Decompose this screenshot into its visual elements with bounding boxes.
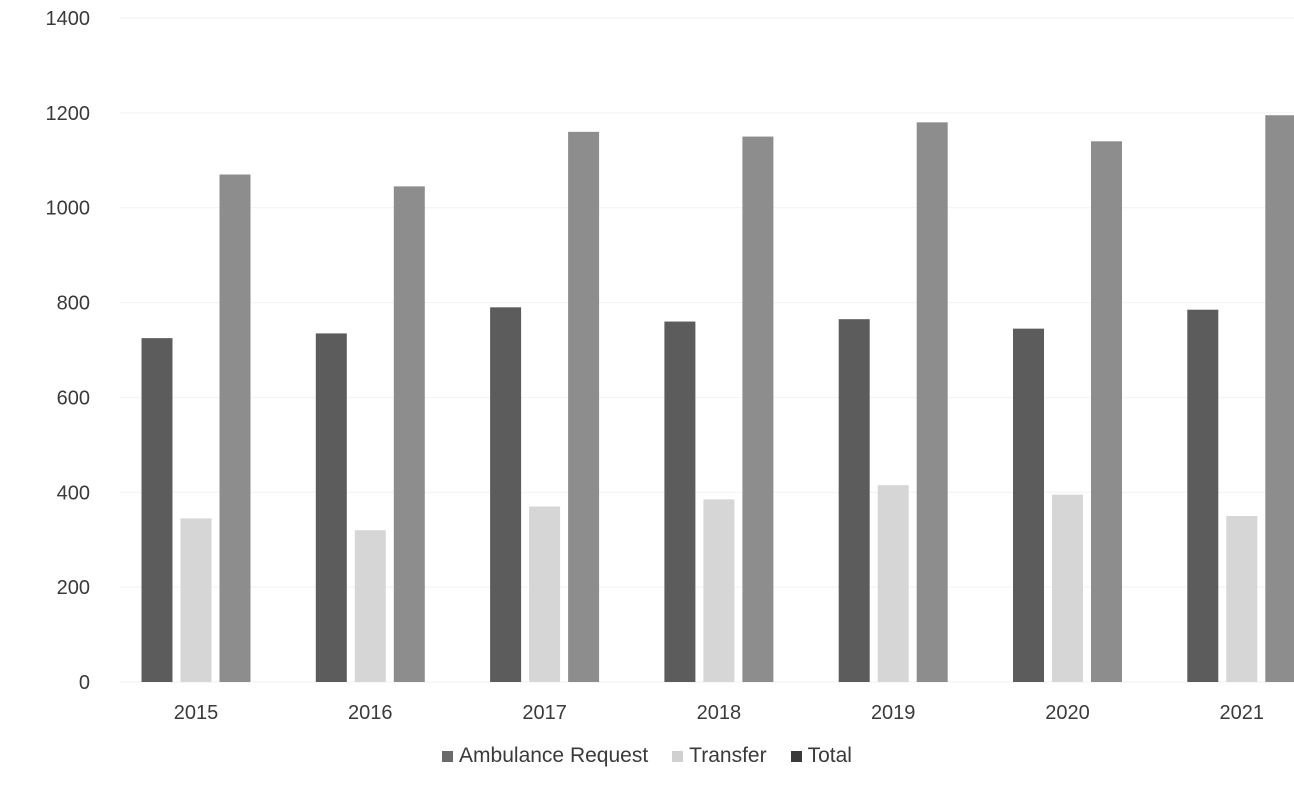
x-tick-label: 2016 — [348, 702, 393, 724]
bar-total-2016 — [393, 186, 425, 682]
y-tick-label: 1000 — [46, 198, 91, 220]
x-tick-label: 2020 — [1045, 702, 1090, 724]
bar-ambulance-request-2015 — [141, 338, 173, 682]
legend-label-ambulance-request: Ambulance Request — [459, 744, 649, 767]
legend: Ambulance Request Transfer Total — [0, 744, 1294, 768]
bar-ambulance-request-2018 — [664, 321, 696, 682]
y-tick-label: 1200 — [46, 103, 91, 125]
bar-transfer-2016 — [354, 530, 386, 682]
legend-swatch-ambulance-request — [442, 750, 454, 762]
y-tick-label: 800 — [57, 293, 90, 315]
legend-item-total: Total — [790, 744, 852, 768]
bar-transfer-2017 — [529, 506, 561, 682]
x-axis-tick-labels: 2015 2016 2017 2018 2019 2020 2021 — [174, 702, 1264, 724]
bar-transfer-2019 — [877, 485, 909, 682]
bar-transfer-2020 — [1052, 494, 1083, 682]
gridlines — [120, 17, 1294, 683]
bar-transfer-2021 — [1226, 516, 1258, 682]
legend-label-total: Total — [807, 744, 852, 767]
bar-total-2021 — [1265, 115, 1294, 682]
bar-ambulance-request-2019 — [838, 319, 870, 682]
bar-transfer-2015 — [180, 518, 212, 682]
legend-swatch-transfer — [672, 750, 684, 762]
bar-transfer-2018 — [703, 499, 735, 682]
y-tick-label: 600 — [57, 387, 90, 409]
x-tick-label: 2018 — [697, 702, 742, 724]
legend-label-transfer: Transfer — [689, 744, 767, 767]
y-axis-tick-labels: 0 200 400 600 800 1000 1200 1400 — [46, 8, 91, 694]
y-tick-label: 400 — [57, 482, 90, 504]
bar-total-2019 — [916, 122, 948, 683]
bar-total-2017 — [568, 131, 600, 683]
bar-ambulance-request-2017 — [490, 307, 522, 682]
bar-ambulance-request-2020 — [1013, 328, 1044, 682]
bar-total-2020 — [1091, 141, 1122, 683]
x-tick-label: 2017 — [522, 702, 567, 724]
bar-ambulance-request-2021 — [1187, 309, 1219, 682]
legend-item-transfer: Transfer — [672, 744, 767, 768]
y-tick-label: 200 — [57, 577, 90, 599]
legend-swatch-total — [790, 750, 802, 762]
legend-item-ambulance-request: Ambulance Request — [442, 744, 648, 768]
x-tick-label: 2019 — [871, 702, 916, 724]
y-tick-label: 1400 — [46, 8, 91, 30]
bars — [141, 115, 1294, 683]
bar-total-2018 — [742, 136, 774, 683]
bar-ambulance-request-2016 — [315, 333, 347, 682]
y-tick-label: 0 — [79, 672, 90, 694]
bar-total-2015 — [219, 174, 251, 682]
x-tick-label: 2021 — [1220, 702, 1265, 724]
x-tick-label: 2015 — [174, 702, 219, 724]
